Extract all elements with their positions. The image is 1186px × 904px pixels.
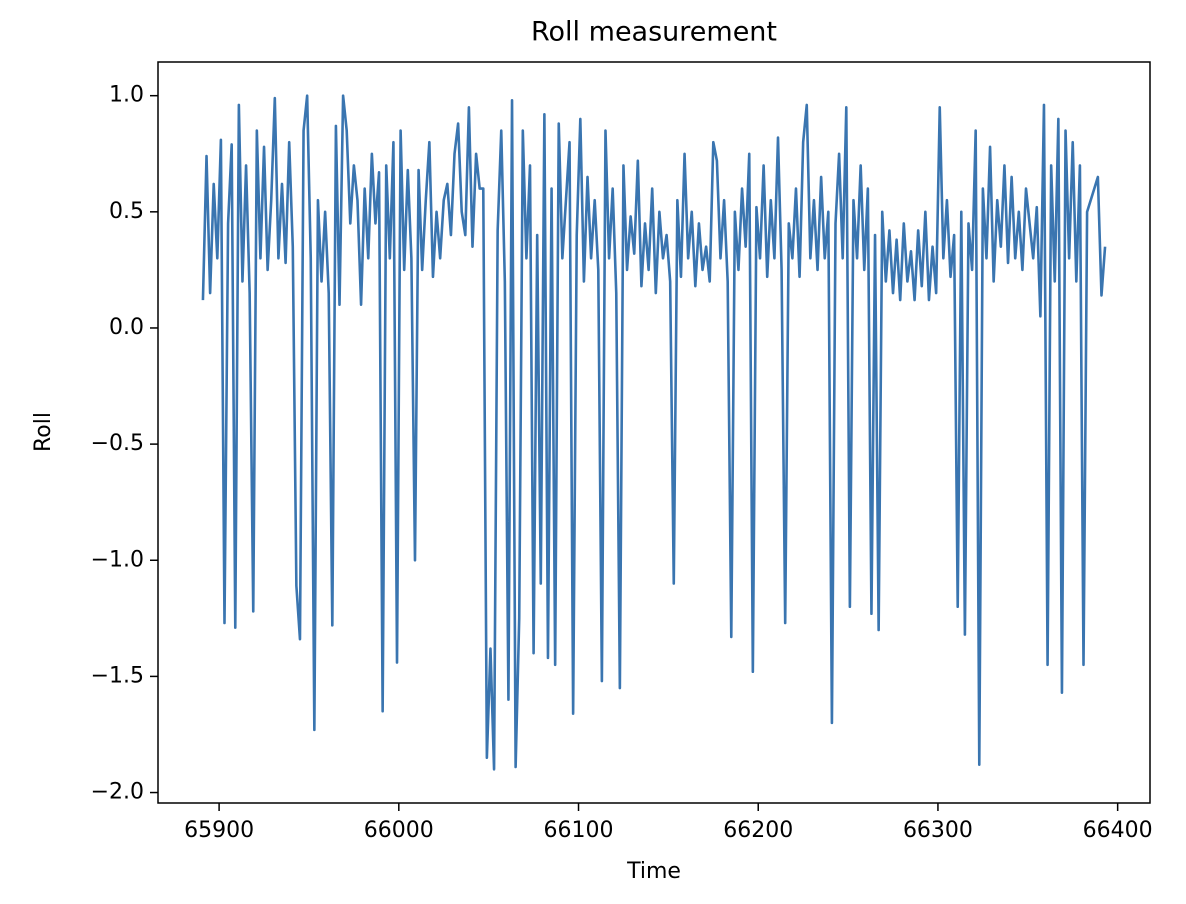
y-tick-label: −2.0 bbox=[91, 780, 144, 805]
y-tick-label: 0.0 bbox=[109, 315, 144, 340]
x-tick-label: 65900 bbox=[184, 818, 254, 843]
y-tick-label: −1.0 bbox=[91, 547, 144, 572]
x-tick-label: 66200 bbox=[723, 818, 793, 843]
x-tick-label: 66100 bbox=[544, 818, 614, 843]
y-axis-label: Roll bbox=[31, 412, 56, 452]
chart-title: Roll measurement bbox=[531, 17, 777, 48]
data-line bbox=[201, 94, 1107, 771]
plot-frame bbox=[157, 61, 1151, 804]
x-axis-label: Time bbox=[626, 859, 681, 884]
x-tick-label: 66300 bbox=[903, 818, 973, 843]
y-tick-label: 1.0 bbox=[109, 83, 144, 108]
y-tick-label: 0.5 bbox=[109, 199, 144, 224]
x-tick-label: 66400 bbox=[1083, 818, 1153, 843]
x-tick-label: 66000 bbox=[364, 818, 434, 843]
y-tick-label: −0.5 bbox=[91, 431, 144, 456]
y-tick-label: −1.5 bbox=[91, 663, 144, 688]
